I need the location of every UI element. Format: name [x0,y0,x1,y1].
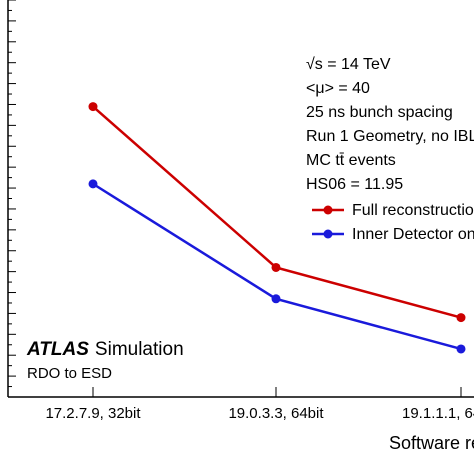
atlas-label-simulation: Simulation [95,339,184,360]
data-point-1-2 [456,344,466,354]
legend: Full reconstruction Inner Detector only [312,202,474,243]
legend-label-id: Inner Detector only [352,226,474,243]
x-ticks [92,387,462,397]
annotation-hs06: HS06 = 11.95 [306,176,403,193]
x-tick-label-0: 17.2.7.9, 32bit [45,405,141,422]
x-axis-label: Software release [389,433,474,453]
step-label: RDO to ESD [27,365,112,382]
y-ticks [8,0,16,398]
annotation-geometry: Run 1 Geometry, no IBL [306,128,474,145]
data-point-0-0 [88,102,98,112]
data-point-1-0 [88,179,98,189]
x-tick-label-2: 19.1.1.1, 64bit [402,405,474,422]
legend-marker-id [323,229,333,239]
annotation-pileup: <μ> = 40 [306,80,370,97]
legend-marker-full [323,205,333,215]
atlas-label: ATLAS Simulation [26,339,184,360]
data-point-0-1 [271,262,281,272]
data-point-0-2 [456,313,466,323]
annotation-energy: √s = 14 TeV [306,56,391,73]
annotation-sample: MC tt̄ events [306,152,396,169]
annotation-bunch: 25 ns bunch spacing [306,104,453,121]
x-tick-label-1: 19.0.3.3, 64bit [228,405,324,422]
legend-label-full: Full reconstruction [352,202,474,219]
data-point-1-1 [271,294,281,304]
series-group [88,102,466,354]
atlas-label-bold: ATLAS [26,339,89,360]
